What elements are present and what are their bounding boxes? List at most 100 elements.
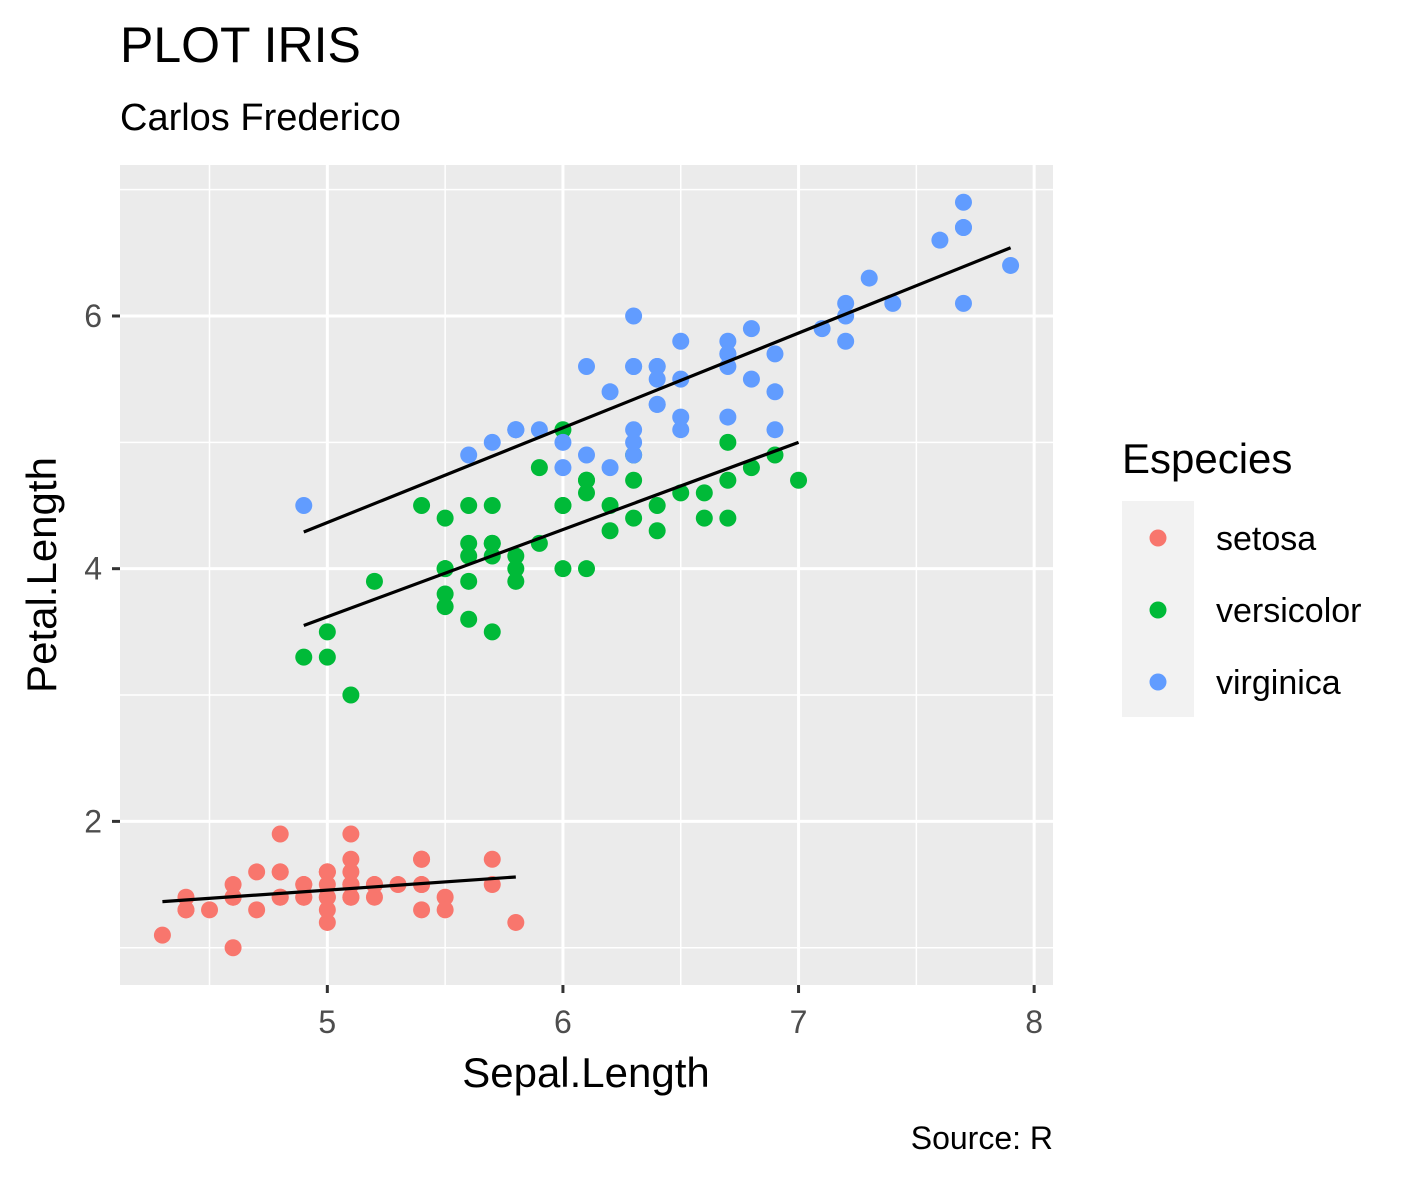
data-point-setosa (271, 825, 289, 843)
data-point-setosa (224, 939, 242, 957)
data-point-versicolor (460, 534, 478, 552)
data-point-versicolor (507, 560, 525, 578)
data-point-versicolor (436, 585, 454, 603)
data-point-setosa (413, 901, 431, 919)
legend-label-setosa: setosa (1216, 520, 1316, 558)
legend-key-versicolor (1149, 601, 1167, 619)
y-axis-title: Petal.Length (18, 457, 65, 693)
data-point-versicolor (413, 497, 431, 515)
x-tick-label: 8 (1025, 1004, 1043, 1040)
data-point-virginica (672, 332, 690, 350)
legend-key-setosa (1149, 529, 1167, 547)
data-point-virginica (837, 332, 855, 350)
data-point-versicolor (460, 497, 478, 515)
data-point-versicolor (648, 522, 666, 540)
trend-line-versicolor (303, 440, 800, 628)
data-point-setosa (248, 901, 266, 919)
y-tick-label: 4 (84, 551, 102, 587)
legend-items: setosa versicolor virginica (1149, 520, 1361, 702)
x-tick-label: 7 (790, 1004, 808, 1040)
data-point-setosa (436, 888, 454, 906)
data-point-setosa (483, 850, 501, 868)
data-point-versicolor (601, 522, 619, 540)
data-point-setosa (224, 876, 242, 894)
data-point-setosa (436, 901, 454, 919)
data-point-setosa (318, 888, 336, 906)
data-point-versicolor (719, 433, 737, 451)
legend-label-versicolor: versicolor (1216, 592, 1361, 630)
data-point-setosa (295, 876, 313, 894)
data-point-virginica (766, 345, 784, 363)
data-point-setosa (201, 901, 219, 919)
data-point-setosa (177, 901, 195, 919)
data-point-virginica (954, 193, 972, 211)
data-point-virginica (578, 358, 595, 376)
data-point-versicolor (578, 471, 595, 489)
data-point-versicolor (507, 547, 525, 565)
data-point-versicolor (578, 484, 595, 502)
data-point-virginica (672, 408, 690, 426)
y-tick-label: 6 (84, 298, 102, 334)
data-point-versicolor (483, 534, 501, 552)
data-point-virginica (719, 332, 737, 350)
data-point-versicolor (530, 459, 548, 477)
data-point-virginica (884, 294, 902, 312)
data-point-setosa (318, 913, 336, 931)
data-point-virginica (578, 446, 595, 464)
data-point-versicolor (625, 471, 643, 489)
data-point-setosa (413, 850, 431, 868)
data-point-setosa (507, 913, 525, 931)
data-point-versicolor (295, 648, 313, 666)
data-point-virginica (625, 421, 643, 439)
data-point-virginica (601, 459, 619, 477)
data-point-virginica (672, 421, 690, 439)
data-point-setosa (153, 926, 171, 944)
x-tick-label: 6 (554, 1004, 572, 1040)
data-point-versicolor (695, 484, 713, 502)
data-point-virginica (625, 433, 643, 451)
data-point-versicolor (483, 497, 501, 515)
x-tick-label: 5 (318, 1004, 336, 1040)
data-point-versicolor (625, 509, 643, 527)
data-point-versicolor (483, 623, 501, 641)
data-point-versicolor (365, 572, 383, 590)
data-point-setosa (342, 888, 360, 906)
legend: Especies setosa versicolor virginica (1122, 435, 1361, 717)
data-point-virginica (742, 320, 760, 338)
chart-caption: Source: R (911, 1120, 1053, 1156)
y-tick-label: 2 (84, 803, 102, 839)
x-axis-title: Sepal.Length (462, 1049, 710, 1096)
data-point-setosa (342, 850, 360, 868)
data-point-setosa (271, 863, 289, 881)
legend-title: Especies (1122, 435, 1292, 482)
data-point-virginica (554, 433, 572, 451)
data-point-virginica (483, 433, 501, 451)
data-point-virginica (625, 358, 643, 376)
data-point-virginica (742, 370, 760, 388)
data-points (153, 193, 1020, 957)
data-point-virginica (1002, 256, 1020, 274)
data-point-setosa (365, 888, 383, 906)
data-point-virginica (837, 294, 855, 312)
data-point-versicolor (719, 471, 737, 489)
data-point-versicolor (318, 623, 336, 641)
data-point-setosa (365, 876, 383, 894)
data-point-virginica (766, 383, 784, 401)
y-axis: 2 4 6 (84, 298, 120, 839)
data-point-setosa (271, 888, 289, 906)
data-point-virginica (719, 408, 737, 426)
x-axis: 5 6 7 8 (318, 985, 1043, 1040)
chart-subtitle: Carlos Frederico (120, 97, 401, 139)
data-point-virginica (554, 459, 572, 477)
data-point-versicolor (648, 497, 666, 515)
data-point-virginica (648, 370, 666, 388)
legend-key-virginica (1149, 673, 1167, 691)
trend-lines (162, 246, 1012, 904)
data-point-versicolor (695, 509, 713, 527)
data-point-virginica (766, 421, 784, 439)
data-point-virginica (931, 231, 949, 249)
data-point-versicolor (719, 509, 737, 527)
data-point-virginica (648, 395, 666, 413)
data-point-setosa (248, 863, 266, 881)
data-point-versicolor (342, 686, 360, 704)
